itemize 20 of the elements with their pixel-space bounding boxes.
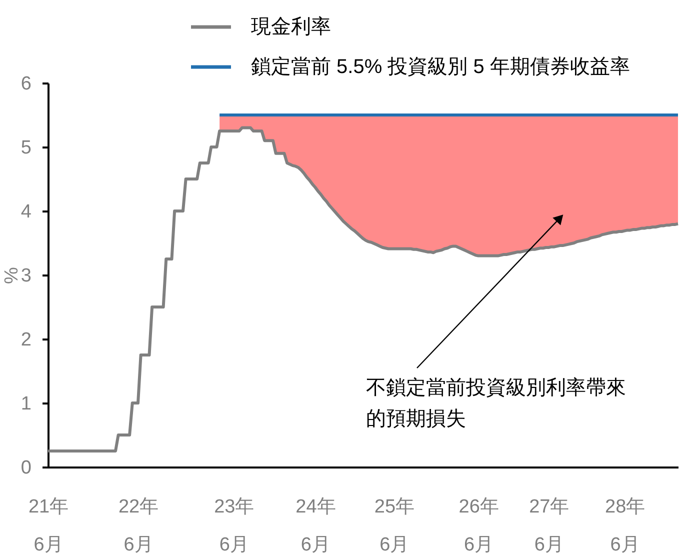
y-axis-title: %	[2, 266, 22, 284]
y-tick-label: 2	[20, 330, 32, 350]
x-tick-label: 26年 6月	[458, 496, 499, 556]
x-tick-label: 24年 6月	[296, 496, 336, 556]
x-tick-label: 22年 6月	[118, 496, 159, 556]
y-tick-label: 5	[20, 138, 32, 158]
y-tick-label: 4	[20, 202, 32, 222]
x-tick-label: 21年 6月	[28, 496, 69, 556]
y-tick-label: 0	[20, 458, 32, 478]
y-tick-label: 3	[20, 266, 32, 286]
legend-label: 現金利率	[251, 16, 331, 38]
x-tick-label: 25年 6月	[374, 496, 415, 556]
legend-label: 鎖定當前 5.5% 投資級別 5 年期債券收益率	[251, 56, 630, 78]
x-tick-label: 23年 6月	[214, 496, 254, 556]
y-tick-label: 6	[20, 74, 32, 94]
y-tick-label: 1	[20, 394, 32, 414]
x-tick-label: 27年 6月	[529, 496, 570, 556]
line-series	[46, 126, 680, 452]
x-tick-label: 28年 6月	[604, 496, 646, 556]
annotation: 不鎖定當前投資級別利率帶來的預期損失	[366, 377, 626, 430]
